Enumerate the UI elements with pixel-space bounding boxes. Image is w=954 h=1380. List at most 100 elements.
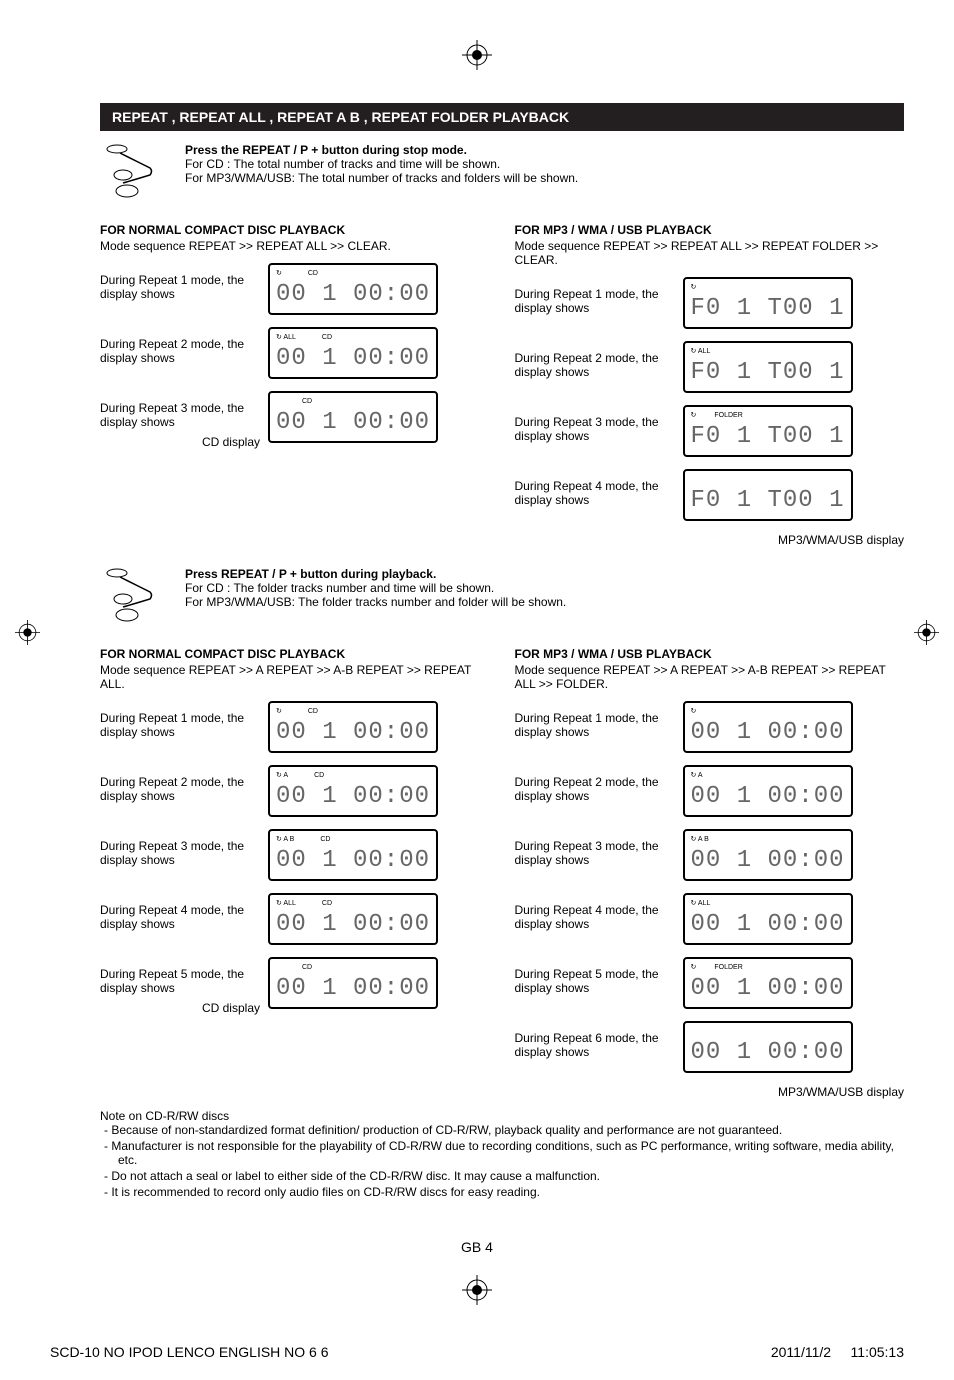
intro-cd-2: For CD : The folder tracks number and ti… — [185, 581, 904, 595]
lcd-segment-left: F0 1 — [691, 423, 753, 450]
lcd-cd-icon: CD — [308, 708, 318, 715]
lcd-segment-left: 00 1 — [276, 281, 338, 308]
note-item: It is recommended to record only audio f… — [118, 1185, 904, 1199]
mp3-play-display-label: MP3/WMA/USB display — [515, 1085, 905, 1099]
registration-mark-right-icon — [914, 620, 939, 648]
hand-pointing-icon — [100, 567, 170, 627]
lcd-segment-left: 00 1 — [691, 783, 753, 810]
note-item: Manufacturer is not responsible for the … — [118, 1139, 904, 1167]
lcd-display: ↻CD00 100:00 — [268, 701, 438, 753]
mode-text: During Repeat 3 mode, the display shows — [515, 829, 675, 867]
lcd-segment-right: 00:00 — [353, 975, 430, 1002]
intro-mp3-2: For MP3/WMA/USB: The folder tracks numbe… — [185, 595, 904, 609]
lcd-display: ↻F0 1T00 1 — [683, 277, 853, 329]
file-date-footer: 2011/11/2 — [771, 1344, 831, 1360]
lcd-display: ↻ ALLCD00 100:00 — [268, 893, 438, 945]
lcd-repeat-icon: ↻ ALL — [691, 899, 711, 907]
intro-playback-mode: Press REPEAT / P + button during playbac… — [100, 567, 904, 627]
lcd-cd-icon: CD — [308, 270, 318, 277]
cd-stop-column: FOR NORMAL COMPACT DISC PLAYBACK Mode se… — [100, 223, 490, 547]
lcd-display: F0 1 T00 1 — [683, 469, 853, 521]
lcd-segment-left: 00 1 — [276, 345, 338, 372]
cd-stop-title: FOR NORMAL COMPACT DISC PLAYBACK — [100, 223, 490, 237]
mode-text: During Repeat 5 mode, the display shows — [100, 967, 260, 995]
mode-text: During Repeat 1 mode, the display shows — [515, 701, 675, 739]
mp3-stop-column: FOR MP3 / WMA / USB PLAYBACK Mode sequen… — [515, 223, 905, 547]
mp3-stop-title: FOR MP3 / WMA / USB PLAYBACK — [515, 223, 905, 237]
lcd-segment-right: 00:00 — [353, 345, 430, 372]
registration-mark-left-icon — [15, 620, 40, 648]
lcd-segment-right: 00:00 — [353, 719, 430, 746]
lcd-segment-right: 00:00 — [353, 409, 430, 436]
lcd-cd-icon: CD — [302, 398, 312, 405]
mode-text: During Repeat 2 mode, the display shows — [515, 765, 675, 803]
lcd-display: ↻ A 00 1 00:00 — [683, 765, 853, 817]
mode-text: During Repeat 1 mode, the display shows — [515, 277, 675, 315]
lcd-segment-left: F0 1 — [691, 487, 753, 514]
mp3-play-column: FOR MP3 / WMA / USB PLAYBACK Mode sequen… — [515, 647, 905, 1099]
lcd-segment-right: 00:00 — [767, 975, 844, 1002]
lcd-segment-right: 00:00 — [353, 281, 430, 308]
mode-text: During Repeat 3 mode, the display showsC… — [100, 391, 260, 449]
registration-mark-top-icon — [50, 40, 904, 73]
note-item: Because of non-standardized format defin… — [118, 1123, 904, 1137]
cd-play-title: FOR NORMAL COMPACT DISC PLAYBACK — [100, 647, 490, 661]
lcd-repeat-icon: ↻ — [691, 283, 697, 291]
lcd-display: ↻ CD 00 1 00:00 — [268, 263, 438, 315]
hand-pointing-icon — [100, 143, 170, 203]
mode-text: During Repeat 2 mode, the display shows — [100, 765, 260, 803]
intro-cd-1: For CD : The total number of tracks and … — [185, 157, 904, 171]
cd-play-seq: Mode sequence REPEAT >> A REPEAT >> A-B … — [100, 663, 490, 691]
lcd-repeat-icon: ↻ — [276, 269, 282, 277]
mp3-play-title: FOR MP3 / WMA / USB PLAYBACK — [515, 647, 905, 661]
lcd-segment-right: 00:00 — [767, 911, 844, 938]
lcd-display: ↻ ACD00 100:00 — [268, 765, 438, 817]
lcd-repeat-icon: ↻ A B — [691, 835, 709, 843]
lcd-segment-right: 00:00 — [353, 847, 430, 874]
lcd-repeat-icon: ↻ — [276, 707, 282, 715]
note-item: Do not attach a seal or label to either … — [118, 1169, 904, 1183]
lcd-folder-icon: FOLDER — [714, 964, 742, 971]
lcd-segment-right: 00:00 — [353, 911, 430, 938]
lcd-segment-left: F0 1 — [691, 359, 753, 386]
mp3-play-seq: Mode sequence REPEAT >> A REPEAT >> A-B … — [515, 663, 905, 691]
lcd-cd-icon: CD — [322, 900, 332, 907]
lcd-display: ↻ FOLDER 00 1 00:00 — [683, 957, 853, 1009]
intro-bold-1: Press the REPEAT / P + button during sto… — [185, 143, 904, 157]
lcd-display: ↻ ALL CD 00 1 00:00 — [268, 327, 438, 379]
mode-text: During Repeat 5 mode, the display showsC… — [100, 957, 260, 1015]
mode-text: During Repeat 3 mode, the display shows — [515, 405, 675, 443]
lcd-segment-right: 00:00 — [767, 847, 844, 874]
lcd-display: ↻ ALL 00 1 00:00 — [683, 893, 853, 945]
notes-list: Because of non-standardized format defin… — [100, 1123, 904, 1199]
lcd-segment-right: 00:00 — [767, 783, 844, 810]
lcd-segment-right: 00:00 — [353, 783, 430, 810]
mp3-stop-display-label: MP3/WMA/USB display — [515, 533, 905, 547]
mode-text: During Repeat 2 mode, the display shows — [100, 327, 260, 365]
mode-text: During Repeat 3 mode, the display shows — [100, 829, 260, 867]
lcd-segment-left: 00 1 — [691, 911, 753, 938]
registration-mark-bottom-icon — [50, 1275, 904, 1308]
lcd-display: CD 00 1 00:00 — [268, 391, 438, 443]
lcd-repeat-icon: ↻ A — [276, 771, 288, 779]
page-number: GB 4 — [50, 1239, 904, 1255]
lcd-segment-right: T00 1 — [767, 359, 844, 386]
lcd-cd-icon: CD — [314, 772, 324, 779]
lcd-segment-left: 00 1 — [691, 975, 753, 1002]
lcd-segment-right: T00 1 — [767, 487, 844, 514]
lcd-segment-left: 00 1 — [276, 847, 338, 874]
lcd-repeat-icon: ↻ ALL — [276, 333, 296, 341]
lcd-repeat-icon: ↻ A — [691, 771, 703, 779]
lcd-display: ↻ ALLF0 1T00 1 — [683, 341, 853, 393]
mode-text: During Repeat 3 mode, the display shows — [100, 401, 260, 429]
lcd-segment-right: T00 1 — [767, 295, 844, 322]
lcd-display: ↻FOLDERF0 1T00 1 — [683, 405, 853, 457]
lcd-repeat-icon: ↻ — [691, 963, 697, 971]
lcd-folder-icon: FOLDER — [714, 412, 742, 419]
lcd-display: ↻ A B00 100:00 — [683, 829, 853, 881]
lcd-display: 00 100:00 — [683, 1021, 853, 1073]
cd-play-column: FOR NORMAL COMPACT DISC PLAYBACK Mode se… — [100, 647, 490, 1099]
lcd-cd-icon: CD — [322, 334, 332, 341]
lcd-segment-left: 00 1 — [276, 409, 338, 436]
lcd-segment-left: 00 1 — [276, 911, 338, 938]
